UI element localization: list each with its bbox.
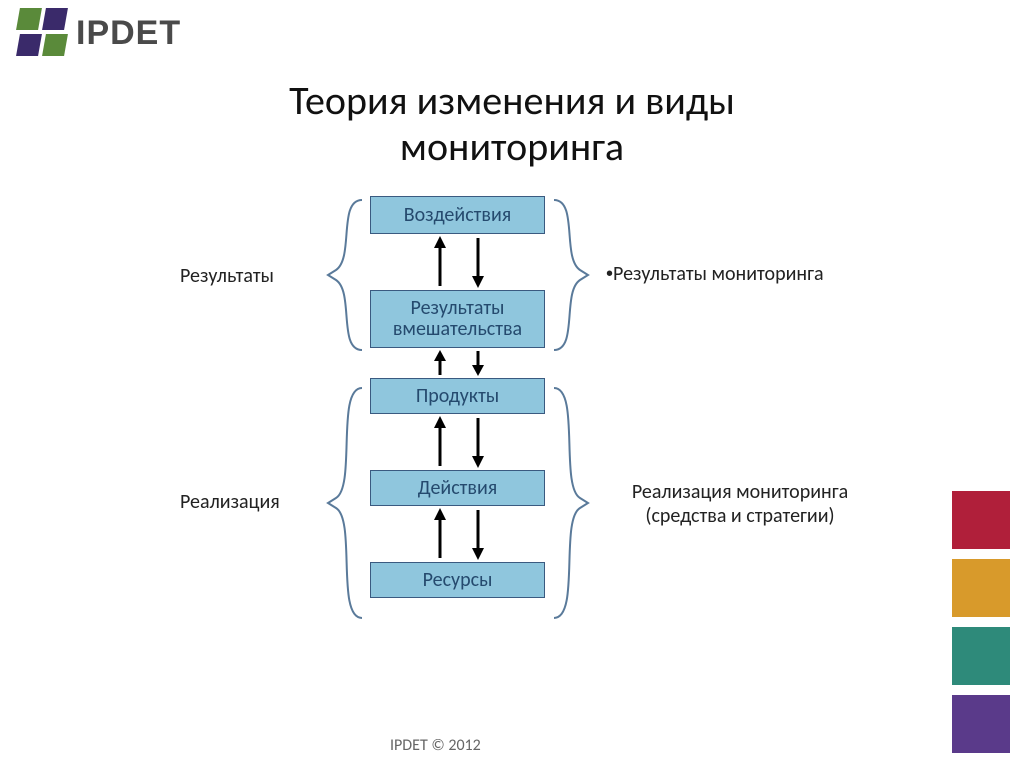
brace-left-bottom: [318, 386, 366, 620]
flow-column: Воздействия Результаты вмешательства Про…: [370, 196, 545, 598]
label-right-top-text: Результаты мониторинга: [613, 262, 824, 286]
arrows-2: [370, 348, 545, 378]
box-activities: Действия: [370, 470, 545, 506]
slide-title: Теория изменения и виды мониторинга: [0, 78, 1024, 170]
brace-right-bottom: [550, 386, 598, 620]
box-outcomes: Результаты вмешательства: [370, 290, 545, 348]
label-right-implementation-monitoring: Реализация мониторинга (средства и страт…: [610, 480, 870, 528]
label-left-results: Результаты: [180, 264, 274, 288]
box-inputs: Ресурсы: [370, 562, 545, 598]
arrows-1: [370, 234, 545, 290]
title-line2: мониторинга: [400, 122, 624, 171]
accent-square-2: [952, 559, 1010, 617]
label-right-bottom-l2: (средства и стратегии): [645, 504, 834, 528]
brace-left-top: [318, 198, 366, 352]
box-impacts: Воздействия: [370, 196, 545, 234]
label-right-results-monitoring: •Результаты мониторинга: [606, 262, 824, 286]
accent-square-3: [952, 627, 1010, 685]
accent-square-4: [952, 695, 1010, 753]
title-line1: Теория изменения и виды: [289, 76, 735, 125]
box-outputs: Продукты: [370, 378, 545, 414]
label-left-implementation: Реализация: [180, 490, 280, 514]
copyright: IPDET © 2012: [390, 736, 481, 755]
brace-right-top: [550, 198, 598, 352]
logo-text: IPDET: [76, 14, 181, 53]
arrows-3: [370, 414, 545, 470]
logo: IPDET: [18, 8, 181, 58]
label-right-bottom-l1: Реализация мониторинга: [632, 480, 848, 504]
logo-mark: [18, 8, 68, 58]
arrows-4: [370, 506, 545, 562]
accent-square-1: [952, 491, 1010, 549]
